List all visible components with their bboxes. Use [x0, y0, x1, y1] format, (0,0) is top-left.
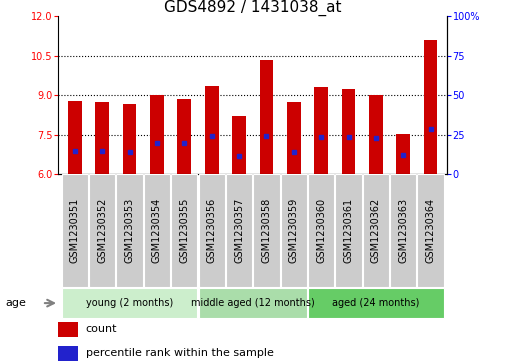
Bar [116, 174, 143, 287]
Bar [390, 174, 417, 287]
Text: GSM1230354: GSM1230354 [152, 198, 162, 263]
Text: GSM1230352: GSM1230352 [97, 198, 107, 263]
Bar [308, 174, 334, 287]
Bar [280, 174, 307, 287]
Bar [61, 288, 198, 318]
Bar [396, 134, 410, 174]
Bar [144, 174, 170, 287]
Text: GSM1230360: GSM1230360 [316, 198, 326, 263]
Text: GSM1230362: GSM1230362 [371, 198, 381, 263]
Bar [335, 174, 362, 287]
Bar [260, 60, 273, 174]
Bar [369, 95, 383, 174]
Bar [418, 174, 444, 287]
Text: GSM1230355: GSM1230355 [179, 198, 189, 263]
Bar [68, 101, 82, 174]
Bar [199, 288, 307, 318]
Bar [205, 86, 218, 174]
Text: GSM1230353: GSM1230353 [124, 198, 135, 263]
Bar [226, 174, 252, 287]
Text: age: age [5, 298, 26, 308]
Bar [199, 174, 225, 287]
Bar [342, 89, 356, 174]
Text: GSM1230364: GSM1230364 [426, 198, 436, 263]
Title: GDS4892 / 1431038_at: GDS4892 / 1431038_at [164, 0, 341, 16]
Bar [287, 102, 301, 174]
Text: GSM1230356: GSM1230356 [207, 198, 217, 263]
Text: GSM1230351: GSM1230351 [70, 198, 80, 263]
Text: percentile rank within the sample: percentile rank within the sample [86, 348, 273, 358]
Bar [308, 288, 444, 318]
Bar [177, 99, 191, 174]
Text: aged (24 months): aged (24 months) [332, 298, 420, 308]
Bar [61, 174, 88, 287]
Bar [96, 102, 109, 174]
Bar [150, 95, 164, 174]
Text: GSM1230361: GSM1230361 [343, 198, 354, 263]
Text: GSM1230363: GSM1230363 [398, 198, 408, 263]
Text: count: count [86, 325, 117, 334]
Bar [58, 322, 78, 337]
Bar [314, 87, 328, 174]
Bar [253, 174, 279, 287]
Text: GSM1230357: GSM1230357 [234, 198, 244, 263]
Text: middle aged (12 months): middle aged (12 months) [191, 298, 314, 308]
Bar [58, 346, 78, 361]
Bar [89, 174, 115, 287]
Bar [363, 174, 389, 287]
Bar [123, 105, 137, 174]
Bar [232, 117, 246, 174]
Text: GSM1230358: GSM1230358 [262, 198, 271, 263]
Bar [424, 40, 437, 174]
Bar [171, 174, 198, 287]
Text: GSM1230359: GSM1230359 [289, 198, 299, 263]
Text: young (2 months): young (2 months) [86, 298, 173, 308]
